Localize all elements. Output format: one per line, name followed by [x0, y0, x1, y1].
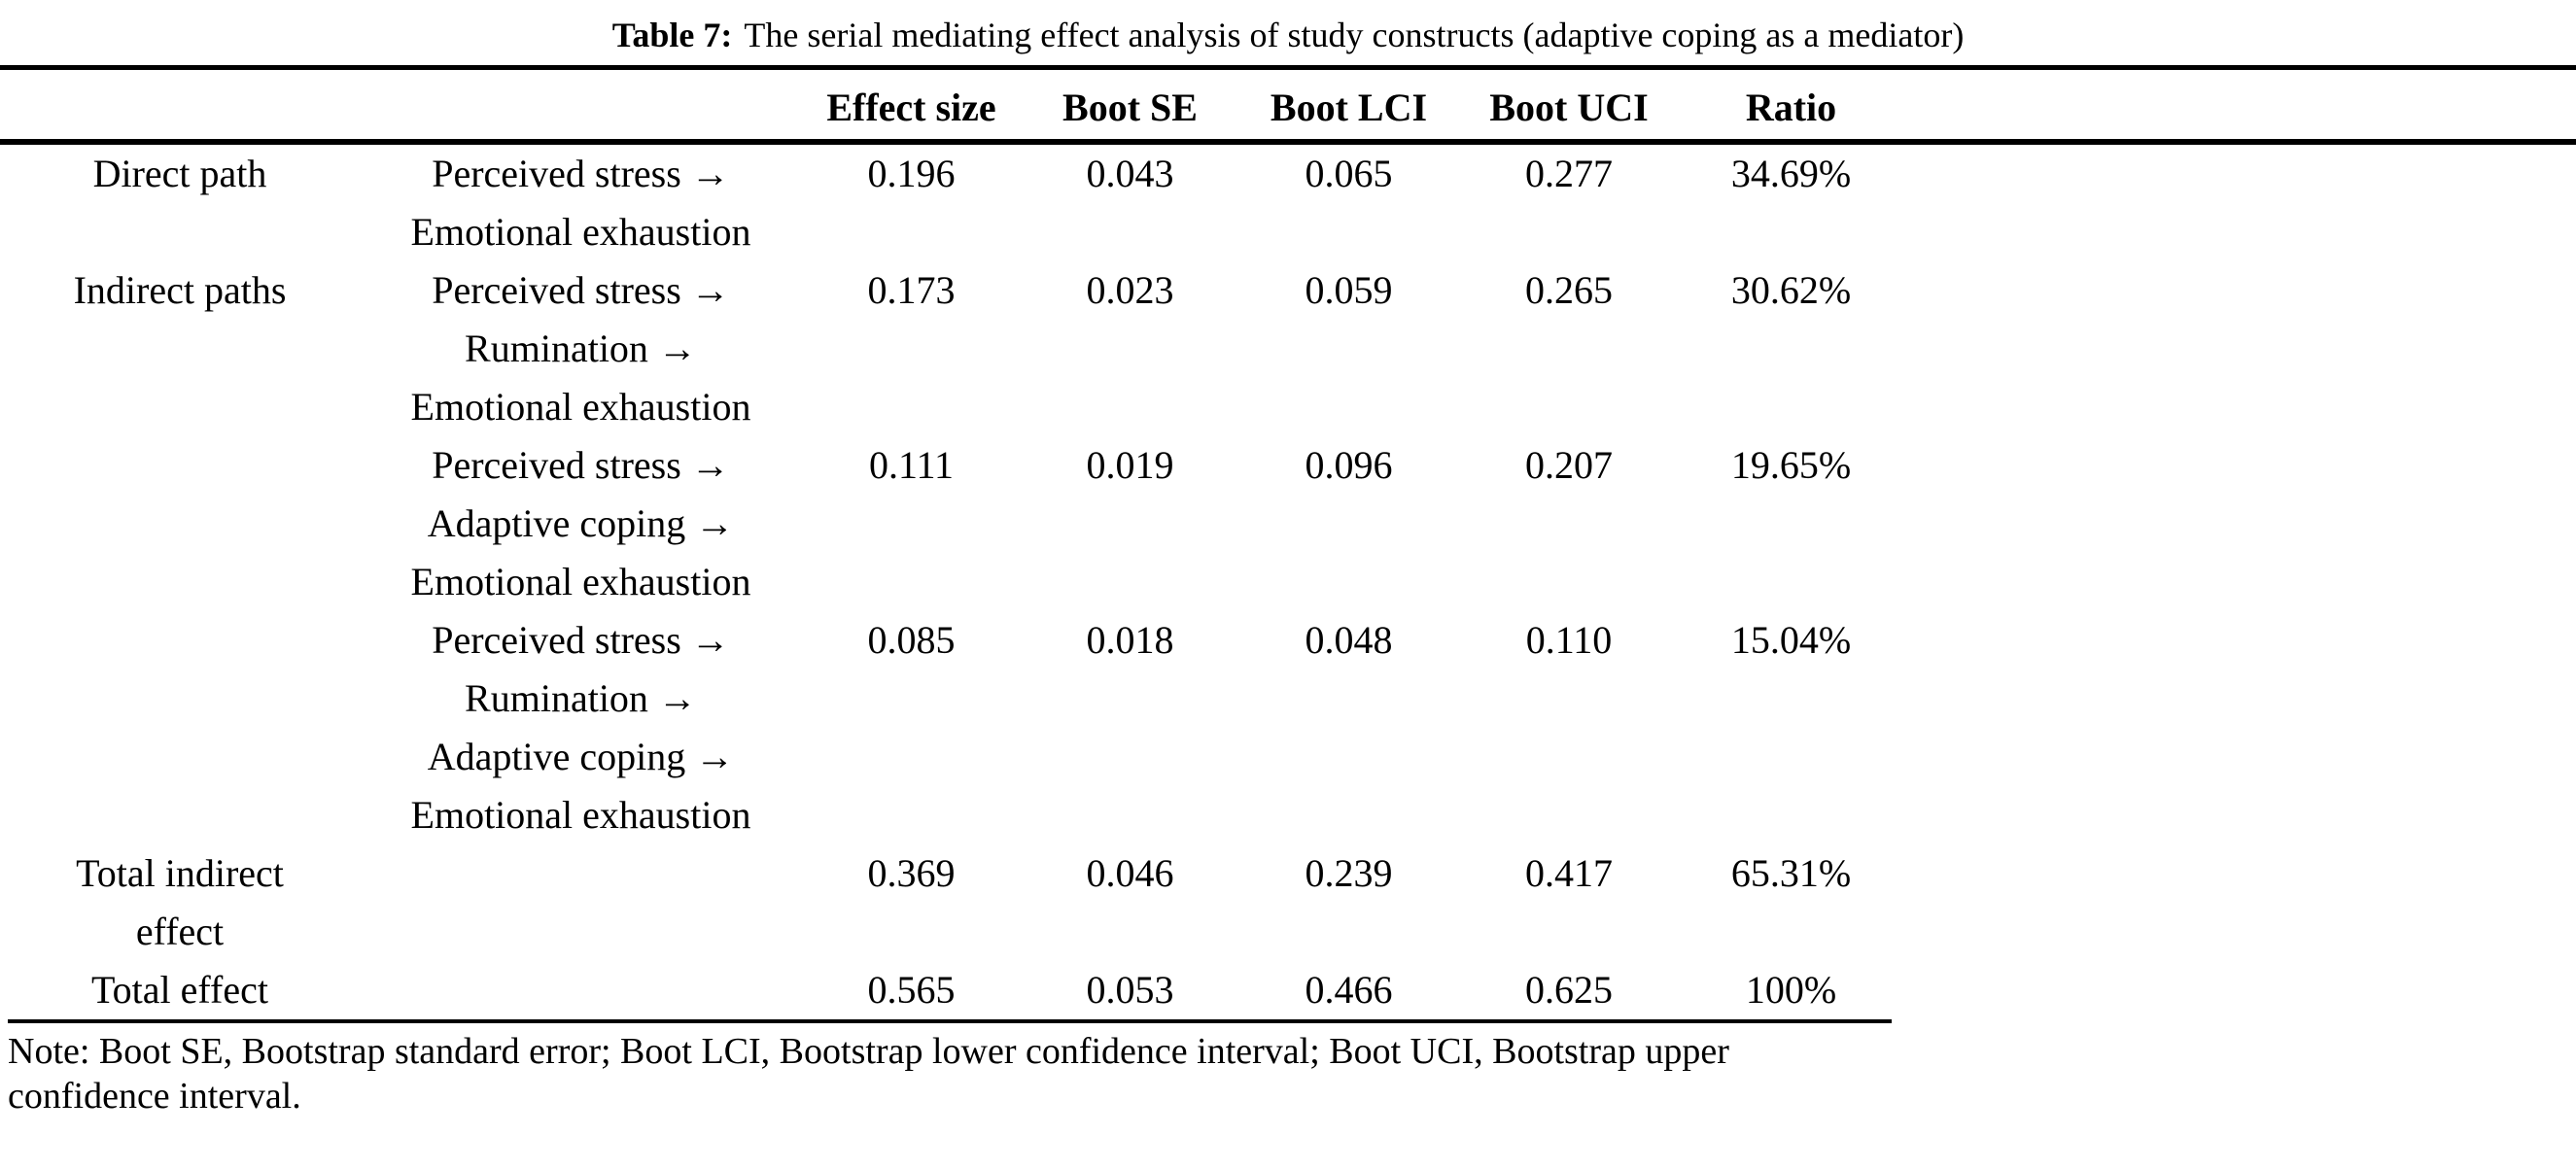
path-segment: Emotional exhaustion: [410, 793, 751, 837]
effect-size-value: 0.173: [867, 268, 956, 312]
table-row: Perceived stress → 0.085 0.018 0.048 0.1…: [0, 611, 2576, 670]
column-header-boot-lci: Boot LCI: [1270, 86, 1428, 129]
table-row-continuation: Emotional exhaustion: [0, 553, 2576, 611]
table-row-continuation: Adaptive coping →: [0, 495, 2576, 553]
footnote-line: confidence interval.: [8, 1076, 301, 1117]
path-segment: Adaptive coping →: [427, 501, 735, 545]
boot-se-value: 0.023: [1086, 268, 1174, 312]
row-category: Indirect paths: [73, 268, 287, 312]
path-segment: Perceived stress →: [432, 268, 730, 312]
row-category: effect: [135, 910, 225, 953]
boot-uci-value: 0.417: [1525, 851, 1613, 895]
table-caption-text: The serial mediating effect analysis of …: [744, 15, 1965, 54]
table-bottom-rule: [8, 1019, 1892, 1023]
table-row-continuation: Emotional exhaustion: [0, 203, 2576, 261]
table-top-rule: [0, 65, 2576, 70]
boot-lci-value: 0.096: [1305, 443, 1393, 487]
table-number-label: Table 7:: [611, 15, 733, 54]
boot-lci-value: 0.048: [1305, 618, 1393, 662]
path-segment: Perceived stress →: [432, 152, 730, 195]
boot-uci-value: 0.207: [1525, 443, 1613, 487]
effect-size-value: 0.565: [867, 968, 956, 1012]
table-header-rule: [0, 139, 2576, 145]
table-body: Direct path Perceived stress → 0.196 0.0…: [0, 145, 2576, 1019]
path-segment: Emotional exhaustion: [410, 210, 751, 254]
table-footnote: Note: Boot SE, Bootstrap standard error;…: [8, 1029, 1903, 1118]
boot-se-value: 0.019: [1086, 443, 1174, 487]
table-row: Perceived stress → 0.111 0.019 0.096 0.2…: [0, 436, 2576, 495]
ratio-value: 19.65%: [1730, 443, 1852, 487]
row-category: Total effect: [91, 968, 268, 1012]
path-segment: Adaptive coping →: [427, 735, 735, 778]
effect-size-value: 0.196: [867, 152, 956, 195]
table-row: Total effect 0.565 0.053 0.466 0.625 100…: [0, 961, 2576, 1019]
table-row-continuation: Rumination →: [0, 670, 2576, 728]
ratio-value: 100%: [1745, 968, 1837, 1012]
column-header-effect-size: Effect size: [826, 86, 996, 129]
ratio-value: 15.04%: [1730, 618, 1852, 662]
footnote-line: Note: Boot SE, Bootstrap standard error;…: [8, 1031, 1729, 1072]
row-category: Direct path: [92, 152, 267, 195]
table-row-continuation: Emotional exhaustion: [0, 378, 2576, 436]
boot-uci-value: 0.277: [1525, 152, 1613, 195]
path-segment: Rumination →: [465, 327, 697, 370]
boot-lci-value: 0.065: [1305, 152, 1393, 195]
boot-se-value: 0.043: [1086, 152, 1174, 195]
column-header-boot-se: Boot SE: [1062, 86, 1198, 129]
boot-se-value: 0.018: [1086, 618, 1174, 662]
boot-uci-value: 0.625: [1525, 968, 1613, 1012]
table-row: Indirect paths Perceived stress → 0.173 …: [0, 261, 2576, 320]
table-row-continuation: Adaptive coping →: [0, 728, 2576, 786]
boot-lci-value: 0.239: [1305, 851, 1393, 895]
boot-uci-value: 0.265: [1525, 268, 1613, 312]
table-row-continuation: effect: [0, 903, 2576, 961]
effect-size-value: 0.111: [868, 443, 955, 487]
table-row-continuation: Rumination →: [0, 320, 2576, 378]
effect-size-value: 0.369: [867, 851, 956, 895]
path-segment: Perceived stress →: [432, 618, 730, 662]
boot-lci-value: 0.059: [1305, 268, 1393, 312]
ratio-value: 65.31%: [1730, 851, 1852, 895]
boot-se-value: 0.053: [1086, 968, 1174, 1012]
table-row-continuation: Emotional exhaustion: [0, 786, 2576, 844]
boot-lci-value: 0.466: [1305, 968, 1393, 1012]
path-segment: Emotional exhaustion: [410, 560, 751, 603]
table-header-row: Effect size Boot SE Boot LCI Boot UCI Ra…: [0, 70, 2576, 139]
path-segment: Emotional exhaustion: [410, 385, 751, 429]
column-header-boot-uci: Boot UCI: [1489, 86, 1649, 129]
ratio-value: 30.62%: [1730, 268, 1852, 312]
boot-uci-value: 0.110: [1525, 618, 1613, 662]
effect-size-value: 0.085: [867, 618, 956, 662]
table-row: Total indirect 0.369 0.046 0.239 0.417 6…: [0, 844, 2576, 903]
table-caption: Table 7: The serial mediating effect ana…: [0, 0, 2576, 65]
ratio-value: 34.69%: [1730, 152, 1852, 195]
row-category: Total indirect: [76, 851, 284, 895]
path-segment: Perceived stress →: [432, 443, 730, 487]
path-segment: Rumination →: [465, 676, 697, 720]
column-header-ratio: Ratio: [1745, 86, 1837, 129]
boot-se-value: 0.046: [1086, 851, 1174, 895]
table-row: Direct path Perceived stress → 0.196 0.0…: [0, 145, 2576, 203]
